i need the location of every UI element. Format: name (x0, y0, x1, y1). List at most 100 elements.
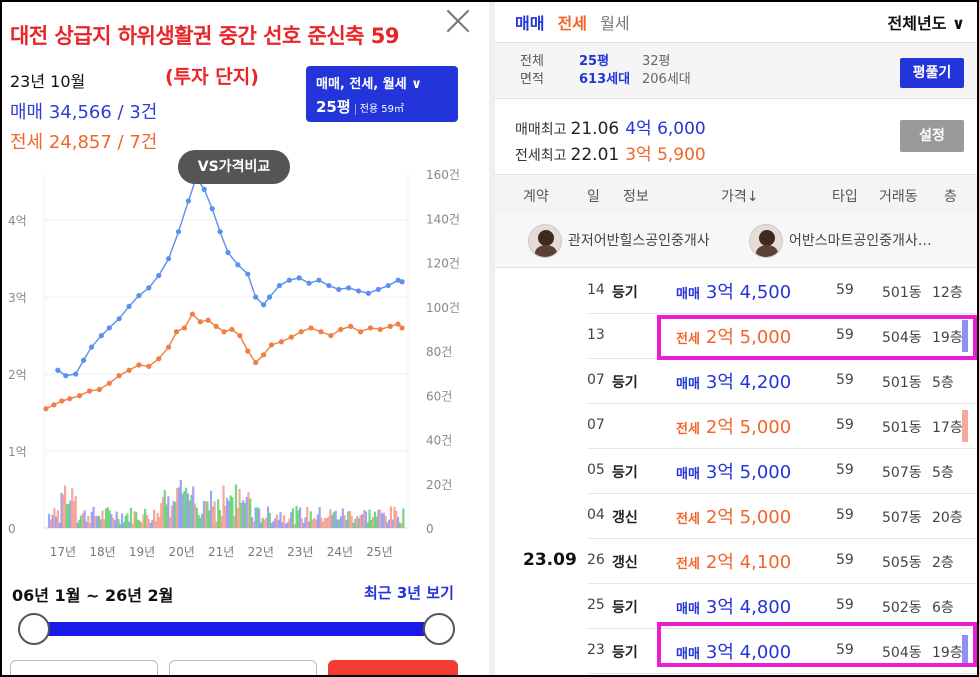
data-point (336, 286, 342, 293)
volume-bar (135, 512, 138, 528)
volume-bar (81, 513, 84, 528)
vs-compare-button[interactable]: VS가격비교 (178, 150, 290, 184)
agent-banner: 관저어반힐스공인중개사 어반스마트공인중개사… (495, 214, 977, 268)
header-dong: 거래동 (879, 189, 918, 205)
day: 07 (587, 372, 605, 388)
volume-bar (147, 518, 150, 528)
data-point (346, 285, 352, 291)
volume-bar (395, 510, 398, 528)
pyeong-expand-button[interactable]: 평풀기 (900, 58, 964, 88)
volume-bar (47, 513, 51, 528)
agent-2[interactable]: 어반스마트공인중개사… (749, 224, 932, 258)
area-option-25[interactable]: 25평 613세대 (579, 53, 630, 89)
agent-2-name: 어반스마트공인중개사… (789, 233, 932, 249)
data-point (217, 229, 223, 235)
volume-bar (364, 511, 368, 528)
year-dropdown[interactable]: 전체년도 ∨ (887, 14, 965, 33)
area-labels: 전체 면적 (520, 53, 544, 89)
volume-bar (174, 501, 177, 528)
info: 등기 (612, 375, 638, 391)
bottom-button-2[interactable] (169, 660, 317, 675)
volume-bar (76, 522, 79, 528)
row-divider (587, 538, 977, 539)
data-point (387, 323, 393, 329)
trade-kind: 매매 (676, 377, 700, 392)
price-chart[interactable]: 0 1억 2억 3억 4억 0 20건 40건 60건 80건 100건 120건 140건 160건 17… (2, 162, 489, 572)
table-row[interactable]: 23.09 26 갱신 전세 2억 4,100 59 505동 2층 (495, 539, 977, 584)
table-row[interactable]: 05 등기 매매 3억 5,000 59 507동 5층 (495, 449, 977, 494)
volume-bar (183, 491, 186, 528)
agent-1[interactable]: 관저어반힐스공인중개사 (528, 224, 710, 258)
volume-bar (120, 513, 124, 528)
volume-bar (393, 506, 396, 528)
volume-bar (56, 509, 60, 528)
volume-bar (161, 496, 165, 528)
volume-bar (67, 503, 70, 528)
table-row[interactable]: 14 등기 매매 3억 4,500 59 501동 12층 (495, 269, 977, 314)
volume-bar (261, 517, 264, 528)
area-option-32[interactable]: 32평 206세대 (642, 53, 691, 89)
volume-bar (389, 506, 392, 528)
volume-bar (169, 517, 172, 528)
range-slider-start-handle[interactable] (18, 613, 50, 645)
type: 59 (836, 642, 854, 658)
size-label: 25평 전용 59㎡ (316, 96, 448, 117)
table-row[interactable]: 07 전세 2억 5,000 59 501동 17층 (495, 404, 977, 449)
data-point (116, 316, 122, 322)
volume-bar (199, 517, 202, 528)
data-point (377, 326, 383, 333)
settings-button[interactable]: 설정 (900, 120, 964, 152)
volume-bar (106, 507, 109, 528)
volume-bar (188, 500, 191, 528)
table-row[interactable]: 04 갱신 전세 2억 5,000 59 507동 20층 (495, 494, 977, 539)
volume-bar (357, 518, 360, 528)
trade-kind: 매매 (676, 467, 700, 482)
type: 59 (836, 372, 854, 388)
jeonse-summary: 전세 24,857 / 7건 (10, 132, 158, 153)
tab-monthly[interactable]: 월세 (600, 14, 630, 33)
table-row[interactable]: 07 등기 매매 3억 4,200 59 501동 5층 (495, 359, 977, 404)
row-divider (587, 448, 977, 449)
table-row[interactable]: 23 등기 매매 3억 4,000 59 504동 19층 (495, 629, 977, 674)
recent-3-years-link[interactable]: 최근 3년 보기 (364, 584, 454, 602)
x-tick-label: 19년 (129, 545, 155, 559)
volume-bar (186, 493, 190, 528)
trade-kind: 매매 (676, 602, 700, 617)
volume-bar (315, 519, 318, 528)
close-icon[interactable] (445, 8, 471, 34)
data-point (156, 272, 162, 279)
tab-sale[interactable]: 매매 (515, 14, 545, 33)
max-rent-label: 전세최고 (515, 148, 567, 164)
volume-bar (96, 516, 99, 528)
header-price[interactable]: 가격↓ (721, 189, 759, 205)
header-day: 일 (587, 189, 600, 205)
volume-bar (185, 487, 188, 528)
trade-type-selector[interactable]: 매매, 전세, 월세 ∨ 25평 전용 59㎡ (306, 66, 458, 122)
bottom-button-1[interactable] (10, 660, 158, 675)
agent-1-name: 관저어반힐스공인중개사 (568, 233, 710, 249)
volume-bar (250, 517, 254, 528)
volume-bar (293, 523, 296, 528)
floor: 5층 (932, 375, 954, 391)
day: 13 (587, 327, 605, 343)
y2-tick-label: 100건 (426, 301, 460, 315)
bottom-button-3[interactable] (328, 660, 458, 675)
floor: 12층 (932, 285, 963, 301)
range-slider-end-handle[interactable] (423, 613, 455, 645)
data-point (286, 277, 292, 283)
y2-tick-label: 120건 (426, 257, 460, 271)
table-row[interactable]: 25 등기 매매 3억 4,800 59 502동 6층 (495, 584, 977, 629)
data-point (225, 249, 231, 256)
y2-tick-label: 0 (426, 522, 434, 536)
area-25-size: 25평 (579, 54, 610, 69)
data-point (166, 344, 172, 350)
volume-bar (206, 501, 209, 528)
subtitle: (투자 단지) (165, 66, 259, 88)
volume-bar (92, 506, 95, 528)
tab-jeonse[interactable]: 전세 (557, 14, 587, 33)
data-point (278, 339, 284, 345)
range-slider-track[interactable] (32, 622, 440, 636)
volume-bar (62, 494, 65, 528)
price: 매매 3억 5,000 (676, 458, 791, 484)
volume-bar (231, 497, 234, 528)
